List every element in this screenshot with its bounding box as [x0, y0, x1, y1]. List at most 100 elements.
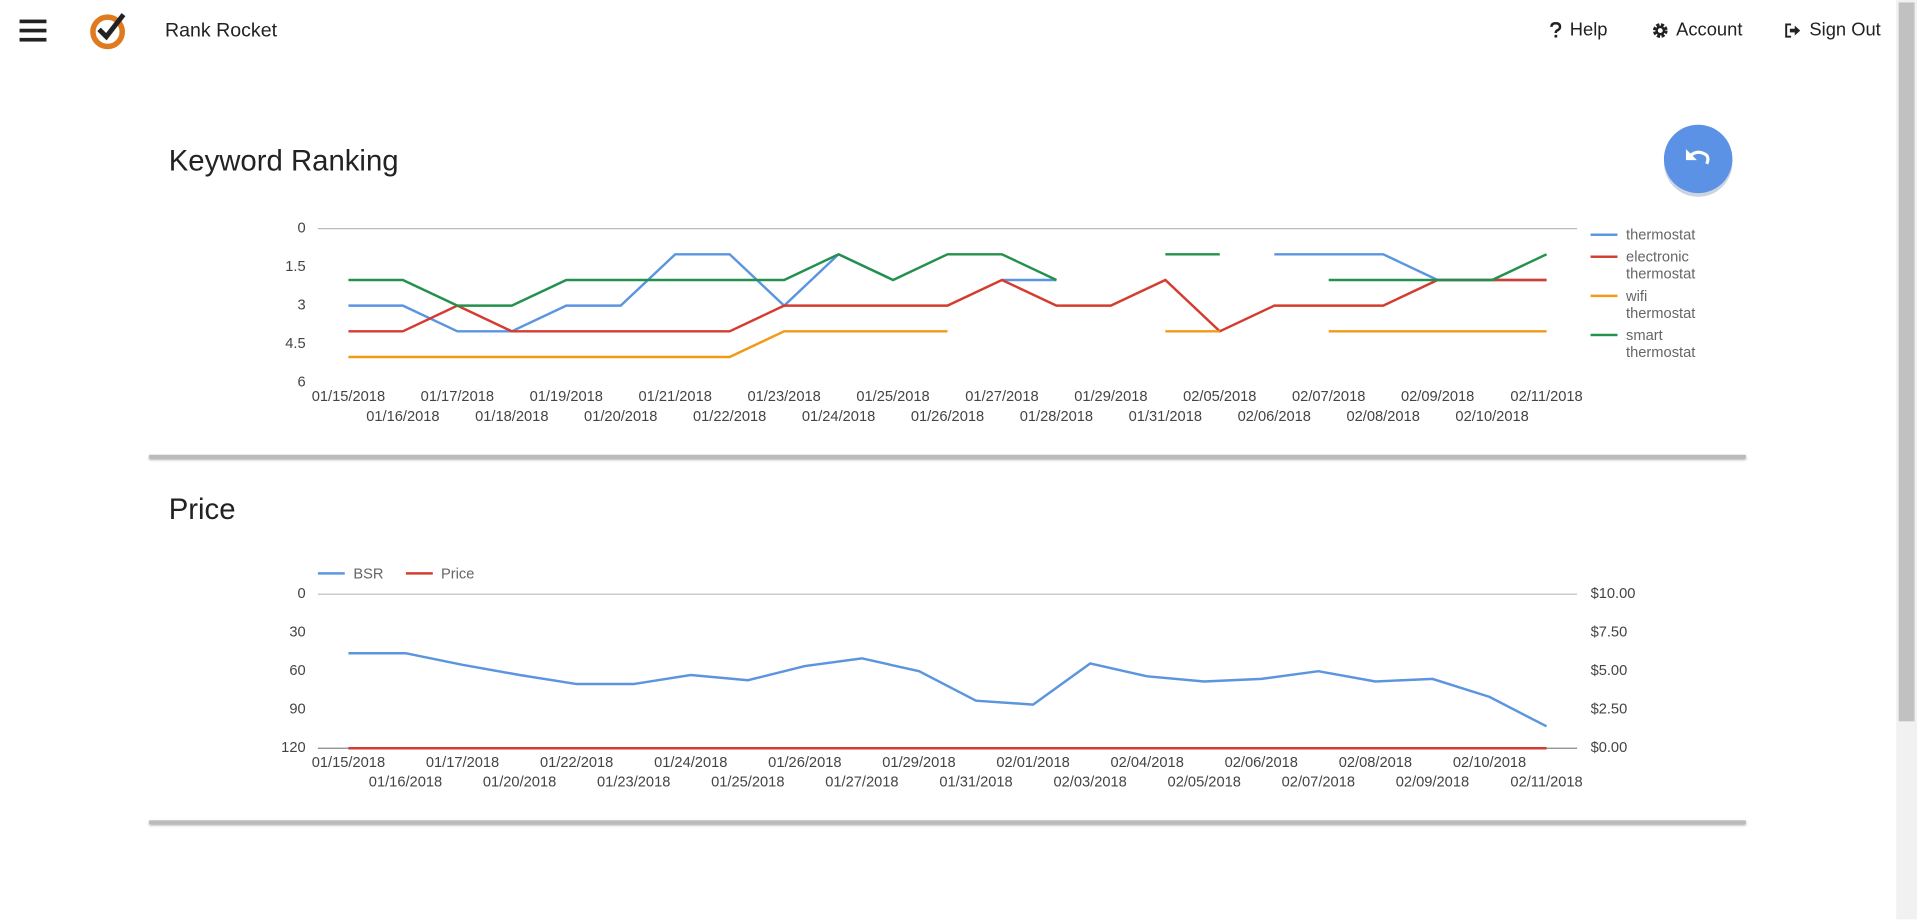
- y-tick-label: 90: [289, 702, 305, 718]
- x-tick-label: 01/29/2018: [1074, 389, 1147, 405]
- legend-swatch: [317, 572, 345, 575]
- x-tick-label: 01/31/2018: [1129, 409, 1202, 425]
- nav-label: Account: [1676, 19, 1743, 41]
- x-tick-label: 02/06/2018: [1225, 755, 1298, 771]
- x-tick-label: 01/19/2018: [530, 389, 603, 405]
- legend-swatch: [1590, 333, 1618, 337]
- account-link[interactable]: Account: [1652, 19, 1743, 41]
- y2-tick-label: $7.50: [1591, 625, 1628, 641]
- scrollbar[interactable]: [1896, 0, 1917, 920]
- logo: [90, 13, 126, 50]
- legend-label: smart thermostat: [1626, 326, 1696, 361]
- header: Rank Rocket Help Account Sign Out: [0, 0, 1895, 64]
- x-tick-label: 02/10/2018: [1455, 409, 1528, 425]
- x-tick-label: 02/05/2018: [1183, 389, 1256, 405]
- undo-button[interactable]: [1660, 122, 1738, 203]
- sign-out-link[interactable]: Sign Out: [1784, 19, 1881, 41]
- x-tick-label: 01/15/2018: [312, 755, 385, 771]
- x-tick-label: 02/09/2018: [1401, 389, 1474, 405]
- app-name: Rank Rocket: [165, 20, 278, 42]
- legend-swatch: [1590, 255, 1618, 258]
- x-tick-label: 02/08/2018: [1339, 755, 1412, 771]
- x-tick-label: 01/25/2018: [711, 774, 784, 790]
- x-tick-label: 01/29/2018: [882, 755, 955, 771]
- legend-item: electronic thermostat: [1590, 248, 1701, 283]
- y2-tick-label: $10.00: [1591, 586, 1636, 602]
- x-tick-label: 02/05/2018: [1168, 774, 1241, 790]
- x-tick-label: 01/24/2018: [802, 409, 875, 425]
- x-tick-label: 02/01/2018: [996, 755, 1069, 771]
- y-tick-label: 6: [297, 375, 305, 391]
- x-tick-label: 02/07/2018: [1282, 774, 1355, 790]
- x-tick-label: 01/17/2018: [426, 755, 499, 771]
- legend-item: smart thermostat: [1590, 326, 1701, 361]
- x-tick-label: 02/11/2018: [1510, 774, 1582, 790]
- x-tick-label: 01/23/2018: [747, 389, 820, 405]
- help-link[interactable]: Help: [1548, 19, 1608, 41]
- x-tick-label: 02/03/2018: [1053, 774, 1126, 790]
- legend-label: electronic thermostat: [1626, 248, 1696, 283]
- y-tick-label: 3: [297, 298, 305, 314]
- x-tick-label: 01/17/2018: [421, 389, 494, 405]
- series-line: [348, 252, 1548, 307]
- x-tick-label: 02/06/2018: [1238, 409, 1311, 425]
- y-tick-label: 60: [289, 663, 305, 679]
- y2-tick-label: $0.00: [1591, 740, 1628, 756]
- x-tick-label: 01/26/2018: [911, 409, 984, 425]
- x-tick-label: 01/21/2018: [639, 389, 712, 405]
- nav-label: Sign Out: [1809, 19, 1881, 41]
- x-tick-label: 01/20/2018: [584, 409, 657, 425]
- x-tick-label: 01/27/2018: [965, 389, 1038, 405]
- y-tick-label: 0: [297, 586, 305, 602]
- legend-swatch: [1590, 233, 1618, 236]
- card-divider: [149, 820, 1746, 825]
- x-tick-label: 01/16/2018: [366, 409, 439, 425]
- series-line: [348, 252, 1547, 333]
- y-tick-label: 30: [289, 625, 305, 641]
- y-tick-label: 0: [297, 220, 305, 236]
- x-tick-label: 01/22/2018: [693, 409, 766, 425]
- x-tick-label: 01/23/2018: [597, 774, 670, 790]
- y-tick-label: 120: [281, 740, 305, 756]
- x-tick-label: 01/22/2018: [540, 755, 613, 771]
- menu-button[interactable]: [17, 17, 49, 44]
- help-icon: [1550, 21, 1562, 37]
- series-line: [348, 652, 1548, 728]
- x-tick-label: 02/09/2018: [1396, 774, 1469, 790]
- legend: BSR Price: [317, 564, 475, 587]
- legend-item: BSR: [317, 564, 384, 582]
- nav-label: Help: [1569, 19, 1608, 41]
- sign-out-icon: [1785, 22, 1801, 38]
- legend-item: Price: [405, 564, 475, 582]
- y2-tick-label: $5.00: [1591, 663, 1628, 679]
- chart-title: Price: [169, 493, 236, 526]
- legend: thermostat electronic thermostat wifi ther…: [1590, 226, 1701, 365]
- legend-label: wifi thermostat: [1626, 287, 1696, 322]
- x-tick-label: 01/15/2018: [312, 389, 385, 405]
- scrollbar-thumb[interactable]: [1898, 2, 1915, 722]
- x-tick-label: 01/24/2018: [654, 755, 727, 771]
- legend-swatch: [405, 572, 433, 575]
- x-tick-label: 02/10/2018: [1453, 755, 1526, 771]
- legend-item: thermostat: [1590, 226, 1701, 244]
- x-tick-label: 01/18/2018: [475, 409, 548, 425]
- legend-label: BSR: [353, 564, 384, 582]
- legend-label: thermostat: [1626, 226, 1696, 244]
- y2-tick-label: $2.50: [1591, 702, 1628, 718]
- x-tick-label: 01/25/2018: [856, 389, 929, 405]
- y-tick-label: 1.5: [285, 259, 305, 275]
- legend-label: Price: [440, 564, 475, 582]
- x-tick-label: 01/26/2018: [768, 755, 841, 771]
- x-tick-label: 02/04/2018: [1111, 755, 1184, 771]
- x-tick-label: 01/28/2018: [1020, 409, 1093, 425]
- x-tick-label: 01/20/2018: [483, 774, 556, 790]
- x-tick-label: 01/27/2018: [825, 774, 898, 790]
- x-tick-label: 01/31/2018: [939, 774, 1012, 790]
- legend-item: wifi thermostat: [1590, 287, 1701, 322]
- card-divider: [149, 454, 1746, 459]
- legend-swatch: [1590, 294, 1618, 298]
- series-line: [348, 330, 1547, 359]
